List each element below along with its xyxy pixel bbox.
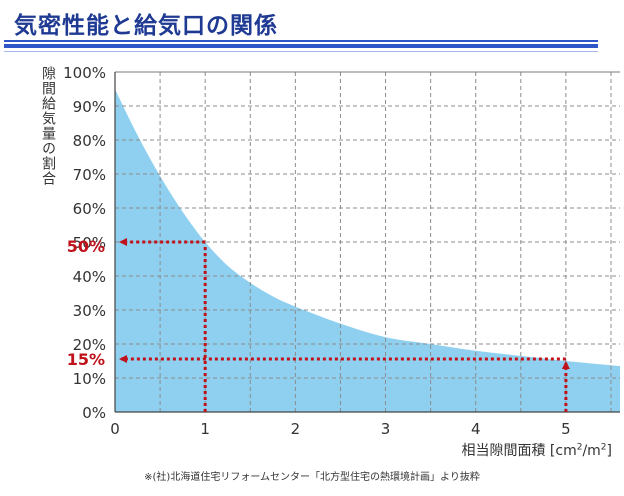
y-tick-label: 60% xyxy=(73,200,106,218)
y-tick-label: 90% xyxy=(73,98,106,116)
x-axis-label-text: 相当隙間面積 xyxy=(461,443,546,459)
y-tick-label: 0% xyxy=(82,404,106,422)
y-tick-label: 70% xyxy=(73,166,106,184)
x-tick-label: 2 xyxy=(291,420,301,438)
annotation-label-15: 15% xyxy=(67,350,105,369)
x-tick-label: 1 xyxy=(200,420,210,438)
x-tick-label: 3 xyxy=(381,420,391,438)
title-underline-thick xyxy=(4,44,598,48)
y-tick-label: 10% xyxy=(73,370,106,388)
page-title: 気密性能と給気口の関係 xyxy=(14,13,278,39)
y-axis-label: 隙間給気量の割合 xyxy=(40,66,56,186)
series-area xyxy=(115,89,620,412)
source-note: ※(社)北海道住宅リフォームセンター「北方型住宅の熱環境計画」より抜粋 xyxy=(144,472,480,483)
y-tick-label: 30% xyxy=(73,302,106,320)
x-tick-label: 0 xyxy=(110,420,120,438)
title-underline xyxy=(4,40,598,42)
x-axis-unit: [cm2/m2] xyxy=(549,442,612,459)
y-tick-label: 50% xyxy=(73,234,106,252)
y-tick-label: 20% xyxy=(73,336,106,354)
title-underline-light xyxy=(4,51,598,52)
x-tick-label: 4 xyxy=(471,420,481,438)
y-tick-label: 100% xyxy=(63,64,106,82)
y-tick-label: 40% xyxy=(73,268,106,286)
x-axis-label: 相当隙間面積 [cm2/m2] xyxy=(461,440,612,460)
x-tick-label: 5 xyxy=(561,420,571,438)
y-tick-label: 80% xyxy=(73,132,106,150)
annotation-label-50: 50% xyxy=(67,237,105,256)
